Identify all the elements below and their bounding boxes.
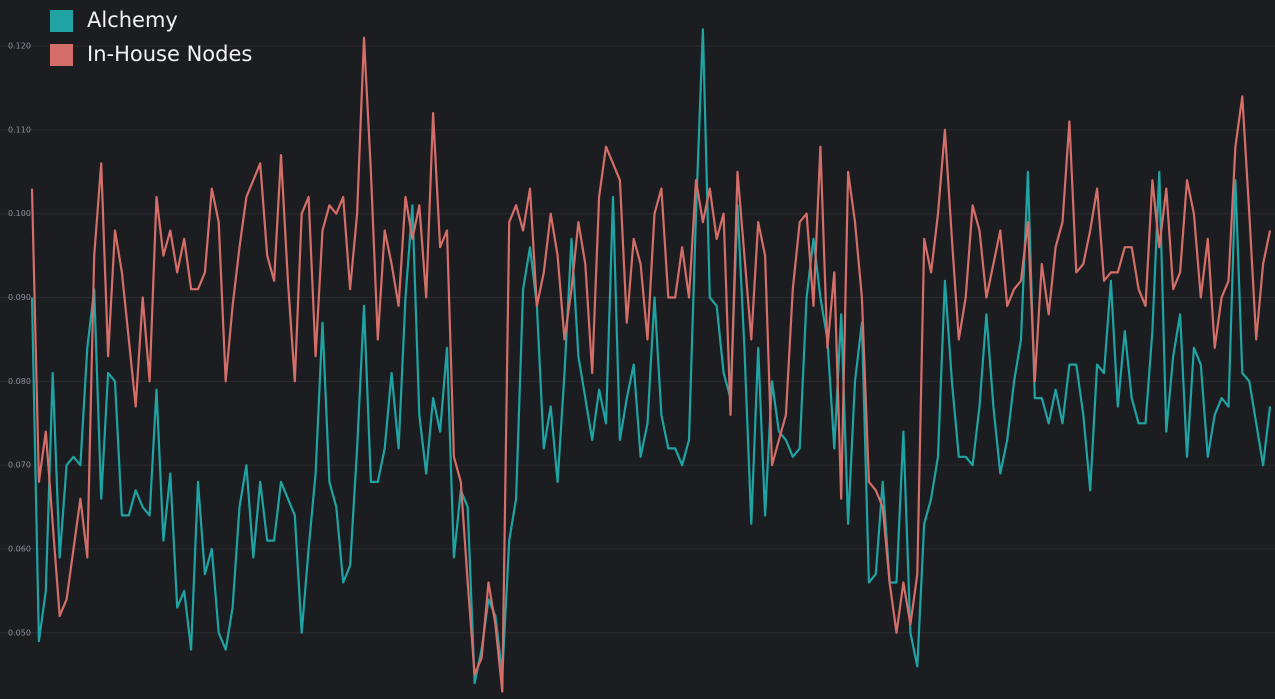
y-tick-label: 0.050 — [8, 628, 31, 637]
y-tick-label: 0.100 — [8, 209, 31, 218]
y-tick-label: 0.110 — [8, 125, 31, 134]
legend-swatch — [50, 44, 73, 66]
legend-label: Alchemy — [87, 8, 178, 32]
y-tick-label: 0.090 — [8, 293, 31, 302]
series-line — [30, 28, 1272, 685]
y-tick-label: 0.120 — [8, 42, 31, 51]
legend-swatch — [50, 10, 73, 32]
series-line — [30, 36, 1272, 693]
y-tick-label: 0.080 — [8, 377, 31, 386]
y-tick-label: 0.060 — [8, 544, 31, 553]
y-tick-label: 0.070 — [8, 461, 31, 470]
legend-label: In-House Nodes — [87, 42, 252, 66]
